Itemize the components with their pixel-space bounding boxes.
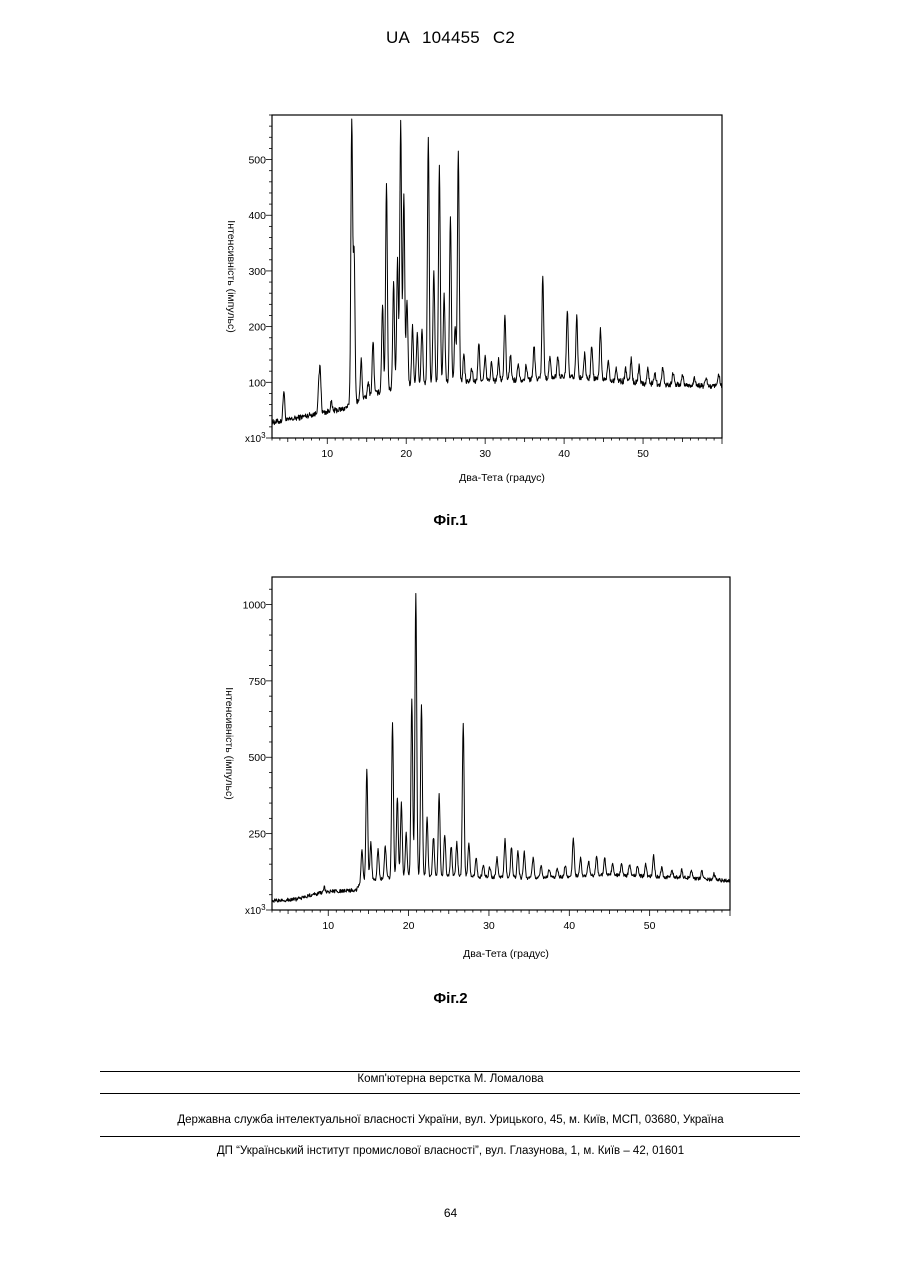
plot-frame xyxy=(272,577,730,910)
agency-address: Державна служба інтелектуальної власност… xyxy=(0,1114,901,1126)
x-tick-label: 10 xyxy=(322,920,334,932)
x-tick-label: 30 xyxy=(483,920,495,932)
typesetting-credit: Комп'ютерна верстка М. Ломалова xyxy=(0,1073,901,1085)
page-number: 64 xyxy=(0,1206,901,1220)
x-tick-label: 40 xyxy=(563,920,575,932)
y-tick-label: 750 xyxy=(248,676,266,688)
y-multiplier: x103 xyxy=(245,903,266,917)
y-tick-label: 1000 xyxy=(243,599,267,611)
institute-address: ДП “Український інститут промислової вла… xyxy=(0,1145,901,1157)
y-axis-label: Інтенсивність (імпульс) xyxy=(223,687,235,799)
figure-2-caption: Фіг.2 xyxy=(0,990,901,1007)
footer-rule-bottom xyxy=(100,1136,800,1137)
footer-rule-top xyxy=(100,1071,800,1072)
diffraction-trace xyxy=(272,593,730,902)
x-tick-label: 50 xyxy=(644,920,656,932)
footer-rule-middle xyxy=(100,1093,800,1094)
y-tick-label: 500 xyxy=(248,752,266,764)
x-tick-label: 20 xyxy=(403,920,415,932)
xrd-chart-2: 10 20 30 40 50 250 500 750 1000 x103 Два-Тета (гра… xyxy=(0,0,901,980)
x-axis-label: Два-Тета (градус) xyxy=(463,948,549,960)
y-tick-label: 250 xyxy=(248,829,266,841)
